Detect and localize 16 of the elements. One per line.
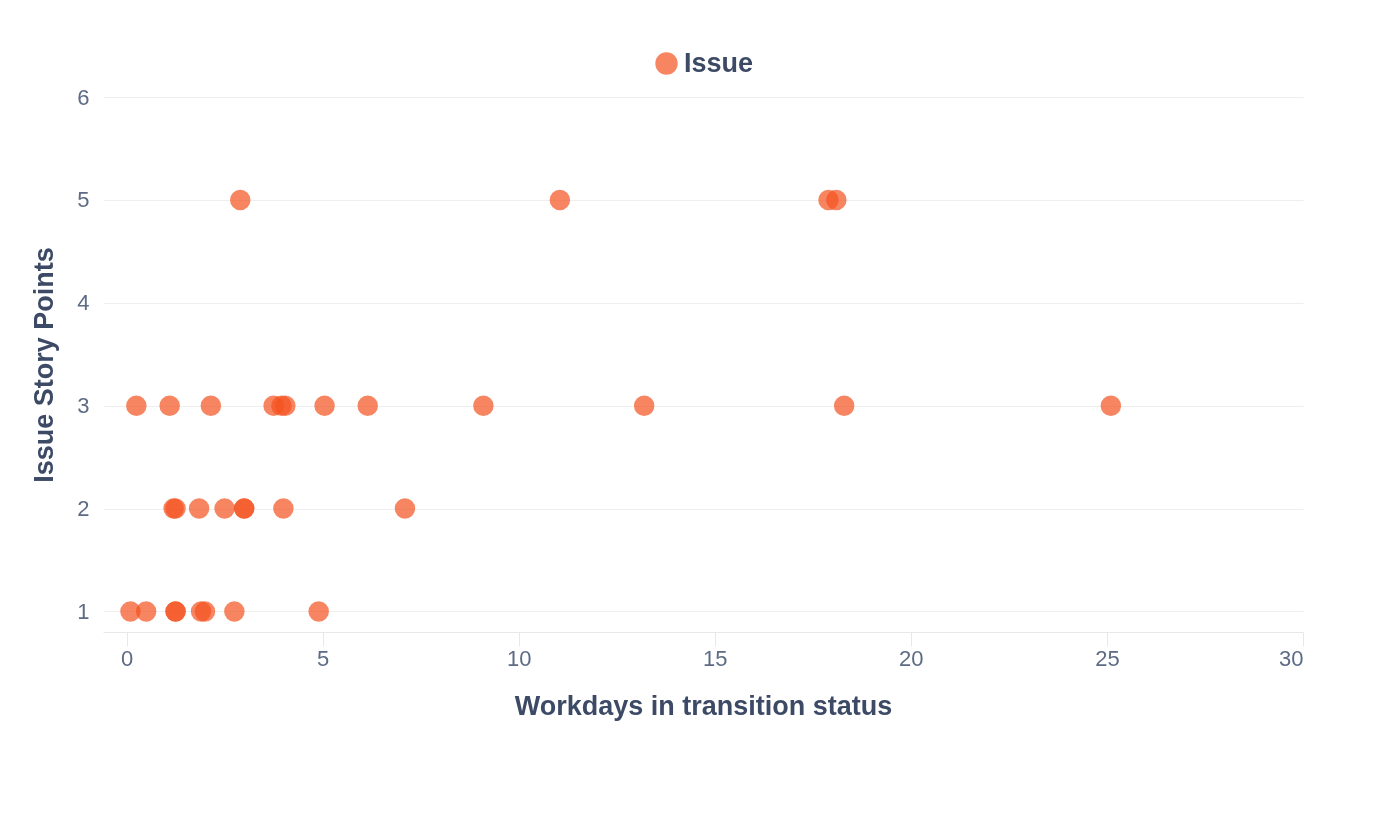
x-tick-label: 20 xyxy=(899,645,924,671)
legend-label: Issue xyxy=(684,47,754,78)
x-tick-label: 0 xyxy=(120,645,134,671)
x-tick-label: 30 xyxy=(1279,645,1304,671)
y-tick-label: 2 xyxy=(77,496,90,522)
x-tick-label: 5 xyxy=(316,645,330,671)
x-axis-title: Workdays in transition status xyxy=(514,690,893,721)
y-tick-label: 3 xyxy=(77,393,90,419)
y-tick-label: 5 xyxy=(77,187,90,213)
y-tick-label: 4 xyxy=(77,290,90,316)
x-tick-label: 25 xyxy=(1095,645,1120,671)
x-tick-label: 15 xyxy=(703,645,728,671)
y-axis-title: Issue Story Points xyxy=(29,247,60,483)
y-tick-label: 1 xyxy=(77,598,90,624)
x-tick-label: 10 xyxy=(506,645,532,671)
y-tick-label: 6 xyxy=(77,84,90,110)
